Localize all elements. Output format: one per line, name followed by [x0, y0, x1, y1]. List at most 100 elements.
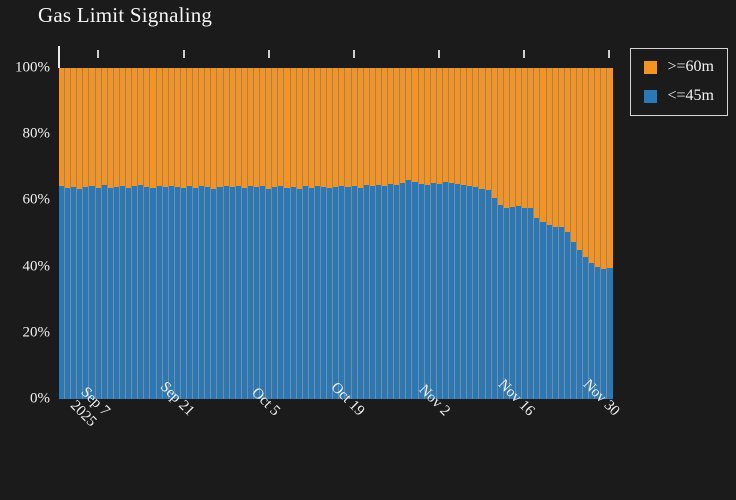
bar-nov-20: [545, 68, 552, 399]
bar-nov-25: [575, 68, 583, 399]
bar-sep-2: [64, 68, 71, 399]
bar-nov-8: [472, 68, 479, 399]
bar-oct-22: [368, 68, 375, 399]
legend-item-le45m: <=45m: [643, 87, 715, 105]
bar-oct-26: [393, 68, 400, 399]
x-tick-oct19: [352, 50, 355, 58]
bar-sep-12: [125, 68, 132, 399]
bar-oct-31: [423, 68, 430, 399]
bar-oct-24: [380, 68, 388, 399]
bar-oct-29: [411, 68, 418, 399]
bar-sep-5: [82, 68, 89, 399]
bar-oct-1: [240, 68, 247, 399]
bar-sep-6: [88, 68, 95, 399]
bar-nov-5: [454, 68, 461, 399]
bar-nov-4: [448, 68, 455, 399]
bar-oct-6: [271, 68, 278, 399]
bar-sep-28: [222, 68, 229, 399]
bar-sep-11: [118, 68, 126, 399]
bar-nov-13: [502, 68, 509, 399]
bar-nov-14: [508, 68, 516, 399]
bar-oct-28: [405, 68, 412, 399]
bar-sep-14: [137, 68, 144, 399]
bar-sep-3: [70, 68, 77, 399]
bar-oct-21: [362, 68, 369, 399]
y-axis-labels: 100% 80% 60% 40% 20% 0%: [0, 60, 54, 407]
bar-sep-13: [131, 68, 138, 399]
bar-sep-26: [210, 68, 217, 399]
bar-sep-18: [161, 68, 168, 399]
legend-item-ge60m: >=60m: [643, 58, 715, 76]
bar-sep-30: [234, 68, 241, 399]
legend-swatch-orange: [643, 60, 657, 74]
chart-title: Gas Limit Signaling: [38, 3, 213, 27]
bar-sep-19: [167, 68, 174, 399]
bar-sep-7: [94, 68, 101, 399]
bar-sep-9: [106, 68, 113, 399]
bar-oct-12: [307, 68, 314, 399]
x-tick-sep7: [97, 50, 100, 58]
bar-oct-10: [295, 68, 302, 399]
bar-nov-29: [600, 68, 607, 399]
bar-nov-7: [466, 68, 473, 399]
bar-nov-3: [441, 68, 448, 399]
legend-label-le45m: <=45m: [667, 87, 715, 104]
bar-sep-25: [204, 68, 211, 399]
legend: >=60m <=45m: [629, 48, 728, 116]
bar-nov-22: [557, 68, 564, 399]
bar-oct-25: [387, 68, 394, 399]
bar-oct-4: [259, 68, 266, 399]
bar-nov-9: [478, 68, 485, 399]
bar-sep-4: [76, 68, 83, 399]
x-tick-sep21: [182, 50, 185, 58]
bar-oct-18: [344, 68, 351, 399]
bar-oct-19: [350, 68, 357, 399]
bar-sep-22: [185, 68, 193, 399]
x-tick-nov2: [437, 50, 440, 58]
bar-sep-15: [143, 68, 150, 399]
bar-sep-1: [59, 68, 65, 399]
bar-nov-17: [527, 68, 534, 399]
bar-oct-13: [313, 68, 321, 399]
legend-label-ge60m: >=60m: [667, 58, 715, 75]
bar-oct-16: [332, 68, 339, 399]
bar-oct-30: [417, 68, 424, 399]
x-axis-labels: Sep 7 2025 Sep 21 Oct 5 Oct 19 Nov 2 Nov …: [59, 376, 623, 494]
bar-nov-6: [460, 68, 467, 399]
bar-nov-15: [515, 68, 522, 399]
bar-oct-11: [301, 68, 308, 399]
bar-oct-2: [246, 68, 253, 399]
bar-sep-20: [173, 68, 180, 399]
bar-nov-11: [490, 68, 497, 399]
bar-nov-19: [539, 68, 546, 399]
bar-nov-21: [551, 68, 558, 399]
bar-sep-8: [100, 68, 107, 399]
bar-oct-14: [320, 68, 327, 399]
bar-oct-27: [399, 68, 406, 399]
bar-oct-7: [277, 68, 284, 399]
bar-nov-10: [484, 68, 491, 399]
bar-sep-23: [192, 68, 199, 399]
bar-nov-12: [496, 68, 503, 399]
bar-nov-16: [521, 68, 528, 399]
y-tick-label: 100%: [15, 59, 50, 76]
bar-oct-3: [253, 68, 260, 399]
stacked-bars: [59, 68, 613, 399]
x-tick-nov30: [607, 50, 610, 58]
bar-nov-1: [429, 68, 436, 399]
bar-nov-23: [563, 68, 570, 399]
bar-oct-15: [326, 68, 333, 399]
x-tick-oct5: [267, 50, 270, 58]
bar-nov-2: [435, 68, 442, 399]
bar-sep-29: [228, 68, 235, 399]
x-axis-top-ticks: [58, 46, 612, 68]
bar-oct-9: [289, 68, 296, 399]
x-tick-nov16: [522, 50, 525, 58]
bar-oct-8: [283, 68, 290, 399]
bar-sep-27: [216, 68, 223, 399]
bar-sep-21: [179, 68, 186, 399]
y-tick-label: 40%: [22, 258, 51, 275]
bar-oct-23: [374, 68, 381, 399]
bar-nov-24: [569, 68, 576, 399]
bar-nov-26: [582, 68, 589, 399]
